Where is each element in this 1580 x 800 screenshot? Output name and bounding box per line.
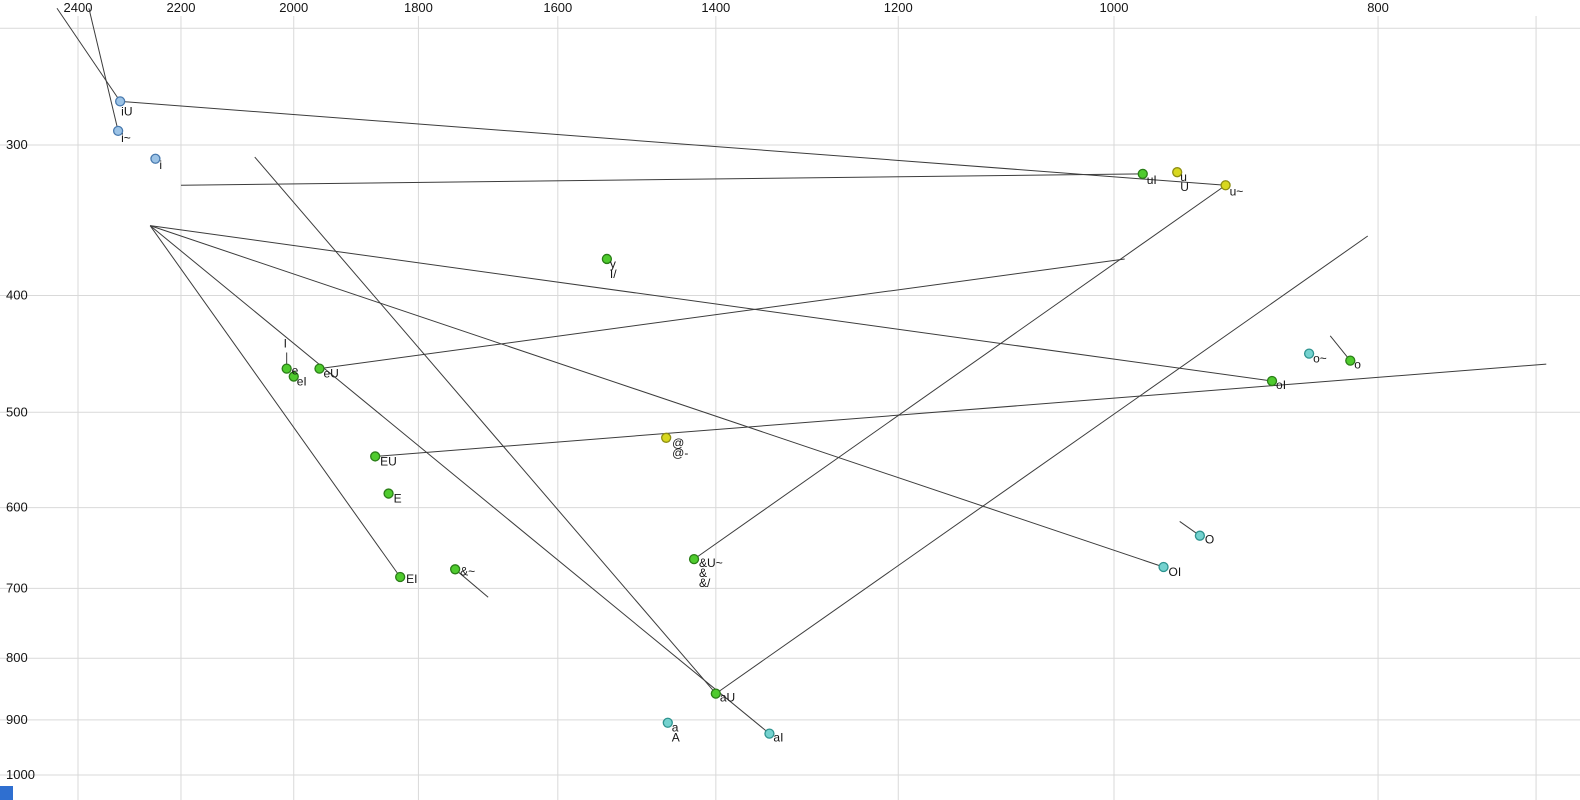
x-tick-label-2400: 2400 — [64, 0, 93, 15]
vowel-label-A: A — [672, 731, 680, 745]
vowel-point-u — [1172, 167, 1183, 178]
y-tick-label-900: 900 — [6, 712, 28, 727]
vowel-label-&U~: &U~ — [699, 556, 723, 570]
vowel-point-@ — [661, 432, 672, 443]
vowel-label-EU: EU — [380, 454, 397, 468]
trajectory-line-3 — [180, 173, 1143, 186]
vowel-label-EI: EI — [406, 572, 417, 586]
vowel-label-i: i — [159, 158, 162, 172]
vowel-point-E — [383, 488, 394, 499]
vowel-label-I/: I/ — [610, 267, 617, 281]
trajectory-line-11 — [715, 235, 1369, 695]
trajectory-line-9 — [375, 363, 1547, 457]
vowel-label-@: @ — [672, 436, 684, 450]
vowel-label-u: u — [1180, 170, 1187, 184]
vowel-point-i — [150, 153, 161, 164]
vowel-label-y: y — [610, 257, 616, 271]
vowel-point-iU — [115, 96, 126, 107]
y-tick-label-1000: 1000 — [6, 767, 35, 782]
vowel-point-aU — [710, 688, 721, 699]
vowel-label-i~: i~ — [121, 131, 131, 145]
y-tick-label-600: 600 — [6, 500, 28, 515]
vowel-point-EI — [395, 571, 406, 583]
y-tick-label-800: 800 — [6, 650, 28, 665]
vowel-point-y — [601, 253, 613, 265]
trajectory-line-15 — [454, 568, 489, 598]
trajectory-line-6 — [150, 225, 1164, 568]
vowel-label-&: & — [699, 566, 707, 580]
vowel-label-eU: eU — [323, 367, 338, 381]
trajectory-line-0 — [56, 7, 121, 102]
vowel-point-O — [1194, 530, 1206, 541]
vowel-point-eU — [314, 363, 325, 374]
trajectory-line-1 — [88, 8, 119, 131]
vowel-point-i~ — [112, 125, 124, 137]
vowel-label-o: o — [1354, 358, 1361, 372]
vowel-point-EU — [370, 451, 381, 462]
vowel-label-&~: &~ — [460, 564, 475, 578]
vowel-label-uI: uI — [1147, 173, 1157, 187]
trajectory-line-5 — [149, 225, 770, 734]
y-tick-label-300: 300 — [6, 137, 28, 152]
y-tick-label-500: 500 — [6, 404, 28, 419]
vowel-label-e: e — [292, 364, 299, 378]
vowel-label-&/: &/ — [699, 576, 711, 590]
x-tick-label-800: 800 — [1367, 0, 1389, 15]
trajectory-line-13 — [1329, 335, 1351, 361]
vowel-label-E: E — [394, 492, 402, 506]
vowel-label-eI: eI — [297, 375, 307, 389]
corner-artifact — [0, 786, 13, 800]
trajectory-line-16 — [254, 156, 717, 694]
vowel-point-oI — [1266, 375, 1278, 387]
vowel-point-aI — [764, 728, 775, 739]
x-tick-label-1600: 1600 — [543, 0, 572, 15]
x-tick-label-1400: 1400 — [701, 0, 730, 15]
y-tick-label-700: 700 — [6, 580, 28, 595]
vowel-label-o~: o~ — [1313, 352, 1327, 366]
vowel-point-eI — [288, 371, 299, 382]
vowel-label-a: a — [672, 721, 679, 735]
trajectory-line-4 — [149, 225, 401, 578]
trajectory-line-8 — [319, 258, 1125, 370]
vowel-label-U: U — [1180, 180, 1189, 194]
x-tick-label-1000: 1000 — [1100, 0, 1129, 15]
vowel-label-u~: u~ — [1230, 184, 1244, 198]
vowel-point-o~ — [1303, 348, 1315, 359]
vowel-label-iU: iU — [121, 104, 132, 118]
x-tick-label-2000: 2000 — [279, 0, 308, 15]
vowel-point-a — [662, 717, 673, 728]
y-tick-label-400: 400 — [6, 288, 28, 303]
vowel-point-o — [1345, 355, 1356, 366]
vowel-point-e — [281, 363, 292, 374]
vowel-label-aU: aU — [720, 691, 735, 705]
vowel-point-&U~ — [688, 553, 700, 565]
vowel-point-uI — [1137, 168, 1148, 179]
vowel-label-O: O — [1205, 533, 1214, 547]
vowel-label-oI: oI — [1276, 378, 1286, 392]
x-tick-label-1800: 1800 — [404, 0, 433, 15]
trajectory-line-2 — [120, 100, 1226, 186]
x-tick-label-2200: 2200 — [167, 0, 196, 15]
vowel-label-@-: @- — [672, 446, 688, 460]
vowel-label-aI: aI — [773, 731, 783, 745]
vowel-point-u~ — [1220, 180, 1231, 191]
trajectory-line-10 — [693, 184, 1226, 560]
x-tick-label-1200: 1200 — [884, 0, 913, 15]
vowel-point-OI — [1158, 561, 1169, 573]
trajectory-line-7 — [150, 225, 1273, 382]
vowel-label-I: I — [284, 336, 287, 350]
vowel-point-&~ — [450, 564, 461, 575]
vowel-label-OI: OI — [1169, 565, 1182, 579]
